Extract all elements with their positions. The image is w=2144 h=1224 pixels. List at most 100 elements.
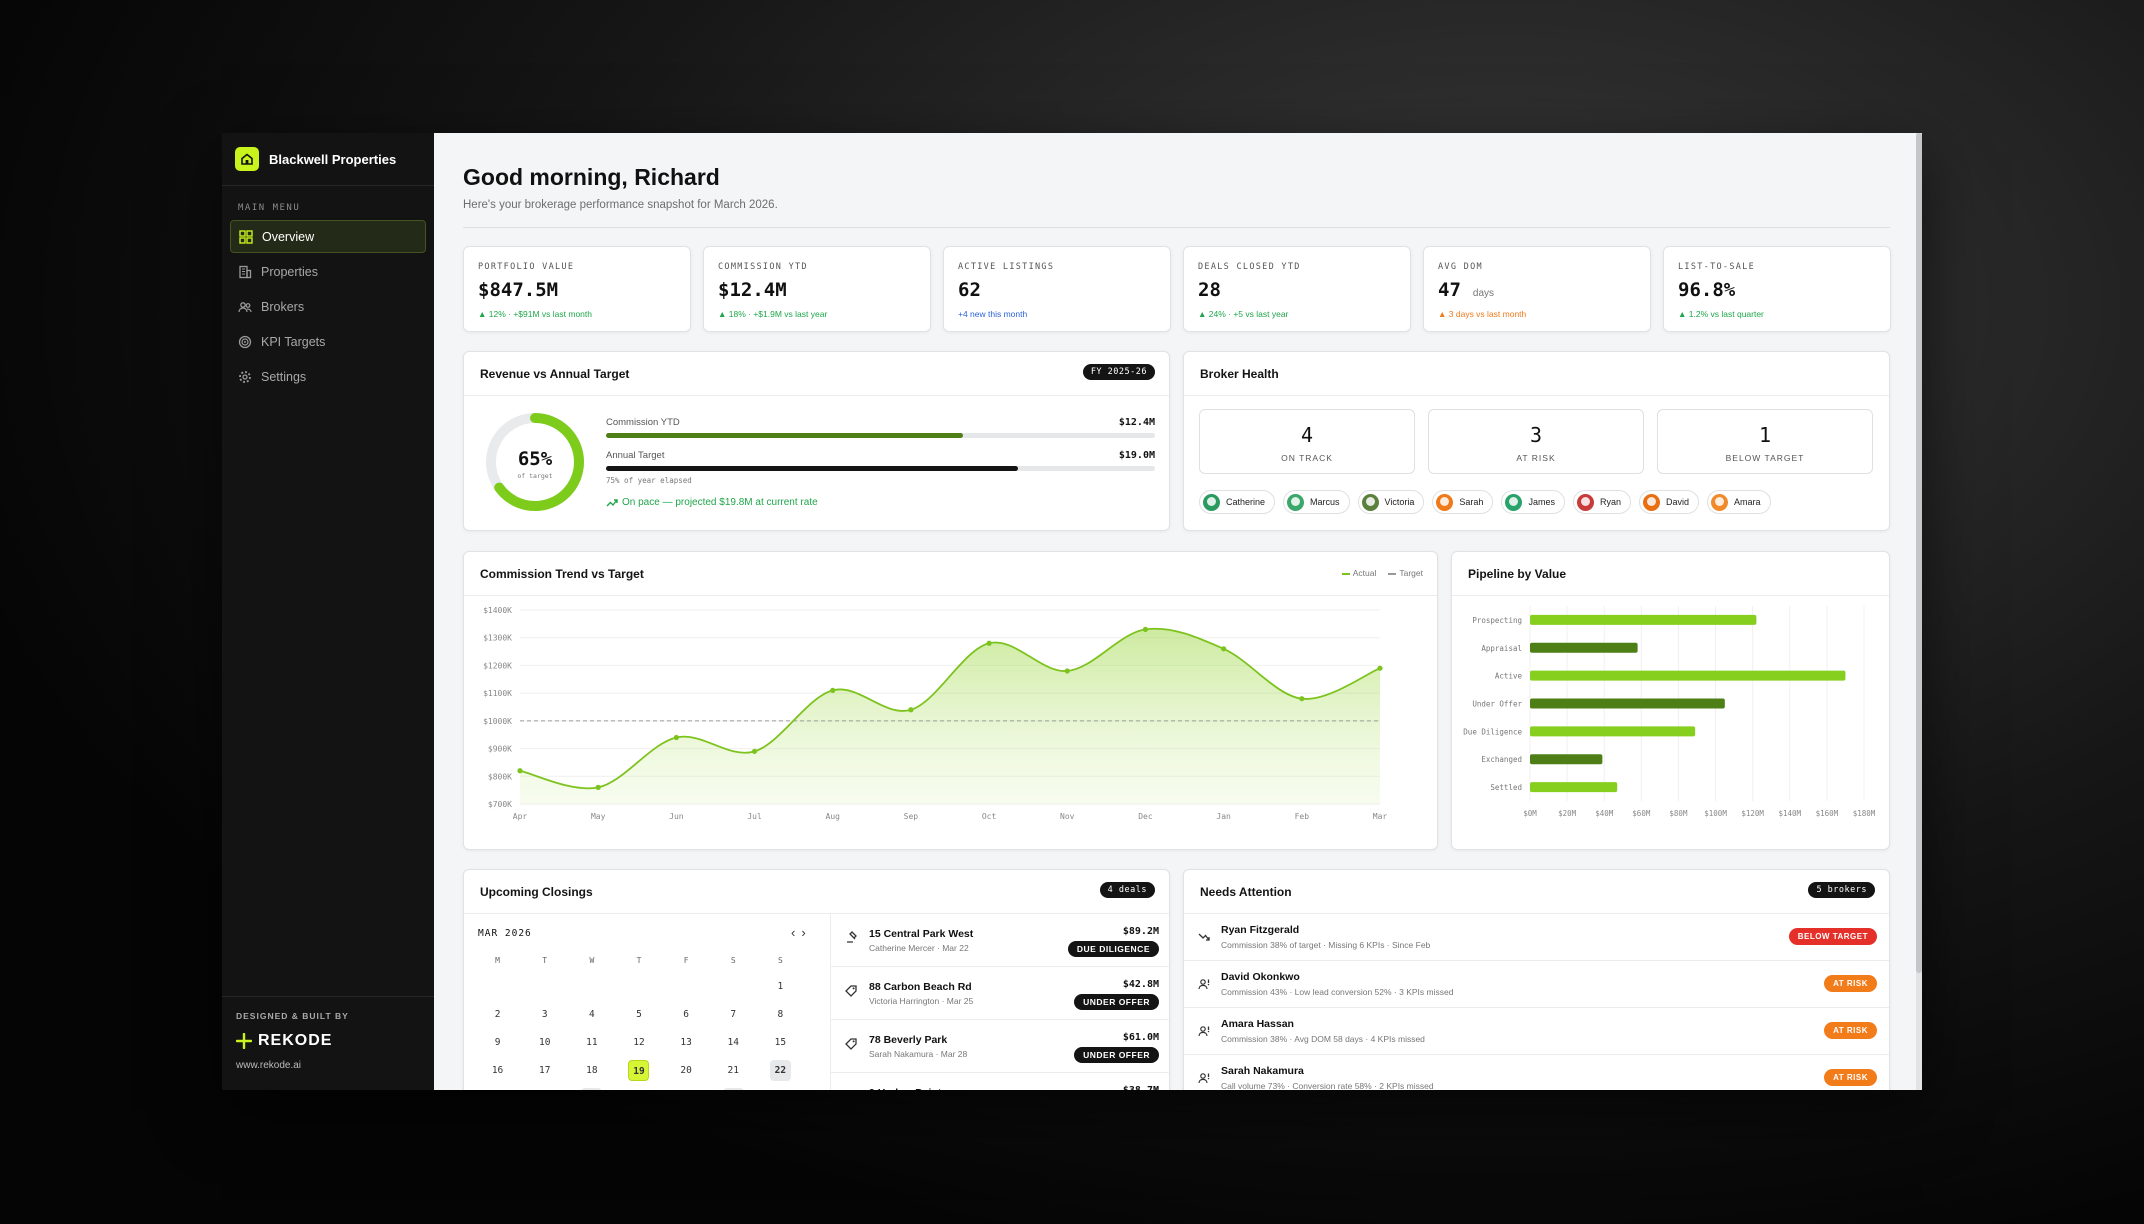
kpi-label: DEALS CLOSED YTD (1198, 262, 1301, 272)
main-scrollbar[interactable] (1916, 133, 1922, 1090)
data-point (673, 734, 679, 741)
commission-trend-card: Commission Trend vs Target Actual Target… (463, 551, 1438, 850)
calendar-day[interactable]: 22 (757, 1056, 804, 1084)
attention-item[interactable]: David Okonkwo Commission 43% · Low lead c… (1184, 961, 1889, 1008)
day-number: 6 (683, 1008, 689, 1020)
kpi-card[interactable]: AVG DOM 47 days ▲ 3 days vs last month (1423, 246, 1651, 332)
broker-chip[interactable]: Catherine (1199, 490, 1276, 514)
kpi-change: ▲ 12% · +$91M vs last month (478, 309, 593, 319)
footer-label: DESIGNED & BUILT BY (236, 1011, 349, 1021)
data-point (830, 687, 836, 693)
x-tick-label: $40M (1595, 809, 1614, 818)
x-tick-label: Jan (1216, 812, 1231, 821)
brokers-count-badge[interactable]: 5 brokers (1808, 882, 1875, 898)
sidebar-item-brokers[interactable]: Brokers (230, 290, 426, 323)
at-risk-stat[interactable]: 3 AT RISK (1428, 409, 1644, 474)
attention-item[interactable]: Ryan Fitzgerald Commission 38% of target … (1184, 914, 1889, 961)
rekode-logo[interactable]: REKODE (236, 1032, 420, 1050)
calendar-day[interactable]: 29 (757, 1084, 804, 1090)
sidebar-item-kpi-targets[interactable]: KPI Targets (230, 325, 426, 358)
kpi-card[interactable]: LIST-TO-SALE 96.8% ▲ 1.2% vs last quarter (1663, 246, 1891, 332)
broker-chip[interactable]: Sarah (1432, 490, 1494, 514)
kpi-card[interactable]: PORTFOLIO VALUE $847.5M ▲ 12% · +$91M vs l… (463, 246, 691, 332)
calendar-day[interactable]: 13 (663, 1028, 710, 1056)
calendar-day[interactable]: 12 (615, 1028, 662, 1056)
broker-chip[interactable]: David (1638, 490, 1699, 514)
sidebar-item-overview[interactable]: Overview (230, 220, 426, 253)
day-number: 12 (633, 1036, 645, 1048)
calendar-day[interactable]: 21 (710, 1056, 757, 1084)
calendar-day (521, 972, 568, 1000)
tag-icon (845, 984, 858, 1002)
closing-item[interactable]: 9 Harbor Point $38.7M (831, 1073, 1171, 1090)
chevron-left-icon[interactable]: ‹ (791, 925, 802, 940)
calendar-day[interactable]: 15 (757, 1028, 804, 1056)
broker-chip[interactable]: James (1501, 490, 1565, 514)
day-number: 27 (676, 1088, 697, 1091)
deals-count-badge[interactable]: 4 deals (1099, 882, 1155, 898)
scrollbar-thumb[interactable] (1916, 133, 1922, 973)
closing-item[interactable]: 15 Central Park West Catherine Mercer · M… (831, 914, 1171, 967)
kpi-card[interactable]: DEALS CLOSED YTD 28 ▲ 24% · +5 vs last yea… (1183, 246, 1411, 332)
calendar-day[interactable]: 7 (710, 1000, 757, 1028)
data-point (751, 748, 758, 754)
legend-target-label: Target (1399, 568, 1423, 578)
calendar-day[interactable]: 5 (615, 1000, 662, 1028)
calendar-day[interactable]: 9 (474, 1028, 521, 1056)
broker-chip[interactable]: Ryan (1572, 490, 1631, 514)
commission-trend-chart: $1400K $1300K $1200K $1100K $1000K $900K $800K… (483, 606, 1387, 821)
below-target-stat[interactable]: 1 BELOW TARGET (1657, 409, 1873, 474)
calendar-day[interactable]: 11 (568, 1028, 615, 1056)
card-title: Commission Trend vs Target (480, 567, 644, 581)
chevron-right-icon[interactable]: › (801, 925, 812, 940)
footer-url[interactable]: www.rekode.ai (236, 1060, 302, 1071)
calendar-day[interactable]: 25 (568, 1084, 615, 1090)
legend-actual-label: Actual (1352, 568, 1377, 578)
calendar-day[interactable]: 6 (663, 1000, 710, 1028)
attention-item[interactable]: Amara Hassan Commission 38% · Avg DOM 58 … (1184, 1008, 1889, 1055)
sidebar-item-settings[interactable]: Settings (230, 360, 426, 393)
calendar-day[interactable]: 28 (710, 1084, 757, 1090)
on-track-stat[interactable]: 4 ON TRACK (1199, 409, 1415, 474)
data-point (1064, 668, 1070, 674)
category-label: Due Diligence (1463, 727, 1522, 736)
broker-chip[interactable]: Amara (1706, 490, 1771, 514)
sidebar-item-properties[interactable]: Properties (230, 255, 426, 288)
calendar-day[interactable]: 20 (663, 1056, 710, 1084)
day-number: 23 (487, 1088, 508, 1091)
calendar-day[interactable]: 24 (521, 1084, 568, 1090)
broker-chip[interactable]: Marcus (1283, 490, 1350, 514)
calendar-day[interactable]: 10 (521, 1028, 568, 1056)
closing-item[interactable]: 78 Beverly Park Sarah Nakamura · Mar 28 $6… (831, 1020, 1171, 1073)
day-of-week: M (495, 956, 500, 965)
kpi-card[interactable]: COMMISSION YTD $12.4M ▲ 18% · +$1.9M vs la… (703, 246, 931, 332)
elapsed-bar (606, 466, 1155, 471)
users-icon (238, 301, 252, 312)
x-tick-label: Jul (747, 812, 762, 821)
x-tick-label: Feb (1295, 812, 1310, 821)
calendar-day[interactable]: 27 (663, 1084, 710, 1090)
attention-item[interactable]: Sarah Nakamura Call volume 73% · Conversi… (1184, 1055, 1889, 1090)
calendar-day[interactable]: 4 (568, 1000, 615, 1028)
spark-icon (236, 1033, 252, 1049)
closing-item[interactable]: 88 Carbon Beach Rd Victoria Harrington · … (831, 967, 1171, 1020)
day-number: 20 (680, 1064, 692, 1076)
calendar-day[interactable]: 1 (757, 972, 804, 1000)
calendar-day[interactable]: 18 (568, 1056, 615, 1084)
broker-chip[interactable]: Victoria (1357, 490, 1425, 514)
calendar-day[interactable]: 26 (615, 1084, 662, 1090)
calendar-day[interactable]: 14 (710, 1028, 757, 1056)
calendar-day[interactable]: 2 (474, 1000, 521, 1028)
calendar-day[interactable]: 16 (474, 1056, 521, 1084)
donut-caption: of target (517, 472, 552, 480)
brand[interactable]: Blackwell Properties (222, 133, 434, 186)
fiscal-year-badge[interactable]: FY 2025-26 (1082, 364, 1155, 380)
calendar-day[interactable]: 3 (521, 1000, 568, 1028)
calendar-day[interactable]: 17 (521, 1056, 568, 1084)
calendar-day[interactable]: 8 (757, 1000, 804, 1028)
status-badge: AT RISK (1824, 1022, 1877, 1039)
card-divider (464, 595, 1437, 596)
calendar-day[interactable]: 23 (474, 1084, 521, 1090)
kpi-card[interactable]: ACTIVE LISTINGS 62 +4 new this month (943, 246, 1171, 332)
calendar-day[interactable]: 19 (615, 1056, 662, 1084)
